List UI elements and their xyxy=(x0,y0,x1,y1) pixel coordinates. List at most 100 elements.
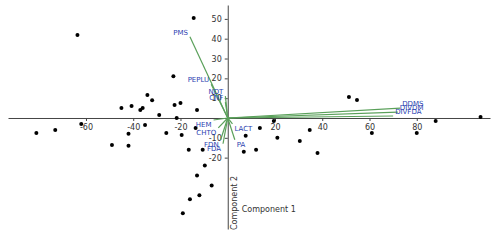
loading-vector xyxy=(223,118,228,144)
loading-vector xyxy=(228,116,393,118)
loading-vector xyxy=(228,108,400,118)
tick-label: 80 xyxy=(412,123,422,132)
point xyxy=(130,104,134,108)
point xyxy=(171,74,175,78)
tick-label: 40 xyxy=(212,35,222,44)
point xyxy=(127,132,131,136)
tick-mark xyxy=(417,118,418,121)
tick-label: -40 xyxy=(127,123,140,132)
point xyxy=(145,93,149,97)
tick-mark xyxy=(322,118,323,121)
tick-label: 20 xyxy=(212,74,222,83)
tick-label: -60 xyxy=(80,123,93,132)
point xyxy=(479,115,483,119)
point xyxy=(272,119,276,123)
point xyxy=(53,128,57,132)
tick-label: 20 xyxy=(270,123,280,132)
point xyxy=(254,148,258,152)
tick-mark xyxy=(86,118,87,121)
point xyxy=(141,106,145,110)
tick-mark xyxy=(133,118,134,121)
tick-mark xyxy=(225,59,228,60)
tick-mark xyxy=(225,78,228,79)
point xyxy=(197,193,201,197)
vector-label: PEPLU xyxy=(188,76,210,84)
vector-label: CNF xyxy=(209,94,223,102)
point xyxy=(178,101,182,105)
tick-label: -20 xyxy=(174,123,187,132)
point xyxy=(164,131,168,135)
tick: -40 xyxy=(127,118,140,132)
chart: -60-40-2020406080-20-101020304050PMSPEPL… xyxy=(0,0,500,240)
point xyxy=(415,131,419,135)
point xyxy=(180,133,184,137)
loading-vector xyxy=(225,102,227,118)
tick: 20 xyxy=(212,74,228,83)
vector-label: DIVFDA xyxy=(395,108,422,116)
point xyxy=(195,108,199,112)
point xyxy=(203,164,207,168)
tick: 80 xyxy=(412,118,422,132)
tick: 30 xyxy=(212,55,228,64)
point xyxy=(244,134,248,138)
point xyxy=(157,113,161,117)
point xyxy=(192,16,196,20)
tick: -60 xyxy=(80,118,93,132)
vector-label: LACT xyxy=(234,125,253,133)
tick: 40 xyxy=(212,35,228,44)
tick-mark xyxy=(370,118,371,121)
tick-mark xyxy=(225,138,228,139)
vector-label: FDA xyxy=(207,145,221,153)
point xyxy=(347,95,351,99)
tick: 50 xyxy=(212,15,228,24)
tick-label: 40 xyxy=(318,123,328,132)
tick-label: 50 xyxy=(212,15,222,24)
point xyxy=(434,119,438,123)
point xyxy=(187,148,191,152)
point xyxy=(150,98,154,102)
tick-label: 30 xyxy=(212,55,222,64)
point xyxy=(173,103,177,107)
point xyxy=(308,128,312,132)
loading-vector xyxy=(228,112,398,118)
tick: 20 xyxy=(270,118,280,132)
vector-label: HEM xyxy=(196,121,212,129)
point xyxy=(370,131,374,135)
tick: 40 xyxy=(318,118,328,132)
vector-label: CHTO xyxy=(196,129,216,137)
point xyxy=(355,98,359,102)
point xyxy=(275,136,279,140)
point xyxy=(298,139,302,143)
plot-area xyxy=(34,16,482,215)
point xyxy=(79,122,83,126)
point xyxy=(188,197,192,201)
tick-mark xyxy=(225,39,228,40)
tick-mark xyxy=(225,158,228,159)
tick-mark xyxy=(180,118,181,121)
point xyxy=(210,183,214,187)
point xyxy=(110,143,114,147)
y-axis-title: Component 2 xyxy=(230,176,239,230)
x-axis-title: Component 1 xyxy=(242,205,296,214)
tick: -20 xyxy=(174,118,187,132)
labels: PMSPEPLUNDTCNFHEMCHTOLACTFDNFDAPADDMSDIV… xyxy=(173,29,424,153)
tick: -20 xyxy=(209,154,228,163)
y-axis: -20-101020304050 xyxy=(209,6,229,230)
tick-mark xyxy=(225,19,228,20)
tick: 60 xyxy=(365,118,375,132)
point xyxy=(195,173,199,177)
point xyxy=(316,151,320,155)
tick-label: -20 xyxy=(209,154,222,163)
loading-vector xyxy=(225,96,227,118)
point xyxy=(258,126,262,130)
point xyxy=(127,144,131,148)
vector-label: PMS xyxy=(173,29,188,37)
tick-label: 60 xyxy=(365,123,375,132)
point xyxy=(75,33,79,37)
vector-label: PA xyxy=(237,141,246,149)
point xyxy=(143,123,147,127)
point xyxy=(242,150,246,154)
point xyxy=(175,116,179,120)
point xyxy=(119,106,123,110)
point xyxy=(181,211,185,215)
